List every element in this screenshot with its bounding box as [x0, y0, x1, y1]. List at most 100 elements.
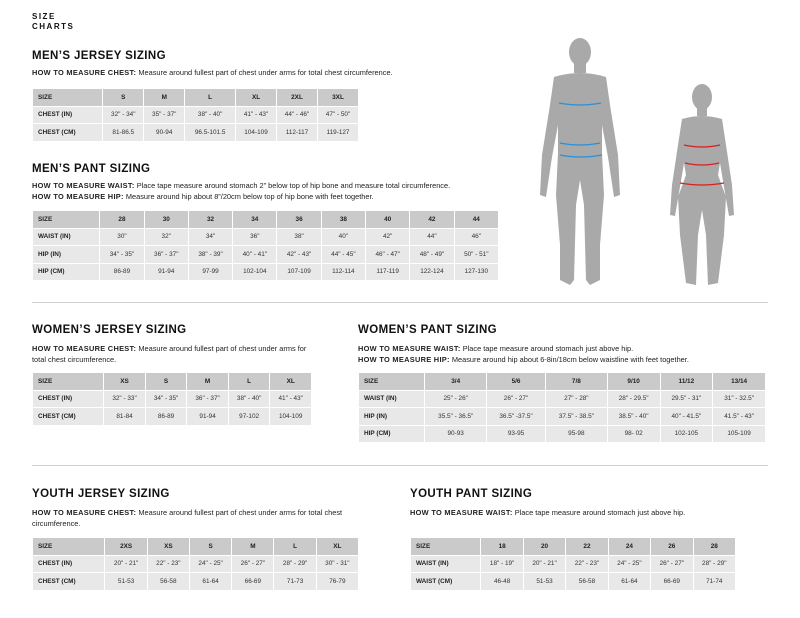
row-label: SIZE [31, 537, 106, 556]
table-cell: 117-119 [365, 262, 411, 281]
table-cell: 36" - 37" [143, 245, 189, 264]
table-cell: XL [269, 372, 312, 391]
table-cell: 20 [522, 537, 567, 556]
table-cell: 22" - 23" [565, 554, 609, 573]
table-cell: L [273, 537, 317, 556]
table-cell: 102-104 [232, 262, 278, 281]
table-header-row: SIZE 18 20 22 24 26 28 [409, 537, 737, 556]
table-cell: 44" [409, 227, 455, 246]
table-cell: XL [315, 537, 360, 556]
table-cell: 44" - 46" [276, 105, 318, 124]
table-row: CHEST (IN) 32" - 34" 35" - 37" 38" - 40" 41"… [31, 105, 360, 124]
table-cell: 41.5" - 43" [712, 407, 766, 426]
table-cell: 38.5" - 40" [606, 407, 661, 426]
table-cell: 71-74 [692, 572, 737, 591]
table-cell: 104-109 [269, 407, 312, 426]
womens-jersey-title: WOMEN’S JERSEY SIZING [32, 324, 187, 336]
table-cell: 51-53 [522, 572, 567, 591]
womens-pant-instructions: HOW TO MEASURE WAIST: Place tape measure… [358, 344, 689, 364]
table-row: CHEST (CM) 81-86.5 90-94 96.5-101.5 104-109 1… [31, 123, 360, 142]
table-cell: 81-84 [103, 407, 146, 426]
table-row: CHEST (IN) 32" - 33" 34" - 35" 36" - 37" 38"… [31, 389, 312, 408]
table-cell: 36 [276, 210, 322, 229]
table-cell: 105-109 [712, 424, 766, 443]
table-cell: 41" - 43" [269, 389, 312, 408]
table-cell: 24" - 25" [607, 554, 652, 573]
table-cell: 30" [99, 227, 145, 246]
table-cell: 38" - 39" [187, 245, 234, 264]
youth-pant-title: YOUTH PANT SIZING [410, 488, 533, 500]
womens-pant-title: WOMEN’S PANT SIZING [358, 324, 497, 336]
table-cell: 71-73 [273, 572, 317, 591]
table-cell: 104-109 [235, 123, 278, 142]
table-cell: 35.5" - 36.5" [424, 407, 488, 426]
mens-jersey-instructions: HOW TO MEASURE CHEST: Measure around ful… [32, 68, 393, 77]
table-cell: 97-99 [187, 262, 234, 281]
table-cell: 56-58 [146, 572, 190, 591]
womens-pant-table: SIZE 3/4 5/6 7/8 9/10 11/12 13/14 WAIST (IN) 25"… [357, 372, 766, 443]
waist-tape [559, 142, 601, 146]
table-cell: 29.5" - 31" [659, 389, 714, 408]
table-cell: S [144, 372, 188, 391]
table-cell: 86-89 [144, 407, 188, 426]
table-header-row: SIZE S M L XL 2XL 3XL [31, 88, 360, 107]
table-cell: 50" - 51" [453, 245, 500, 264]
table-cell: 90-94 [143, 123, 186, 142]
table-cell: 47" - 50" [316, 105, 360, 124]
table-header-row: SIZE XS S M L XL [31, 372, 312, 391]
section-divider [32, 302, 768, 303]
row-label: WAIST (CM) [409, 572, 482, 591]
table-header-row: SIZE 28 30 32 34 36 38 40 42 44 [31, 210, 500, 229]
table-cell: L [227, 372, 271, 391]
table-cell: 44 [453, 210, 500, 229]
body-measurement-figures [540, 38, 734, 285]
row-label: SIZE [31, 372, 105, 391]
table-cell: 98- 02 [606, 424, 661, 443]
table-cell: S [188, 537, 233, 556]
table-row: HIP (CM) 86-89 91-94 97-99 102-104 107-109 112… [31, 262, 500, 281]
table-cell: 51-53 [104, 572, 148, 591]
row-label: SIZE [357, 372, 426, 391]
hip-tape [679, 182, 725, 186]
row-label: SIZE [31, 88, 104, 107]
table-cell: 56-58 [565, 572, 609, 591]
waist-tape [684, 162, 720, 166]
table-row: WAIST (IN) 18" - 19" 20" - 21" 22" - 23" 24"… [409, 554, 737, 573]
table-cell: 42" [365, 227, 411, 246]
table-cell: 25" - 26" [424, 389, 488, 408]
table-cell: 36" [232, 227, 278, 246]
table-cell: 38 [320, 210, 367, 229]
brand-logo: SIZE CHARTS [32, 12, 75, 31]
table-cell: 9/10 [606, 372, 661, 391]
mens-jersey-title: MEN’S JERSEY SIZING [32, 50, 166, 62]
table-cell: 30" - 31" [315, 554, 360, 573]
table-cell: 38" [276, 227, 322, 246]
table-cell: 91-94 [143, 262, 189, 281]
table-cell: 44" - 45" [320, 245, 367, 264]
female-tape-lines [679, 144, 725, 186]
table-cell: 2XL [276, 88, 318, 107]
table-cell: 102-105 [659, 424, 714, 443]
table-cell: 112-114 [320, 262, 367, 281]
row-label: HIP (IN) [31, 245, 101, 264]
table-cell: 90-93 [424, 424, 488, 443]
female-figure [670, 84, 734, 285]
male-figure [540, 38, 620, 285]
table-cell: 66-69 [650, 572, 694, 591]
table-cell: M [143, 88, 186, 107]
table-row: HIP (IN) 35.5" - 36.5" 36.5" -37.5" 37.5" -… [357, 407, 766, 426]
youth-pant-table: SIZE 18 20 22 24 26 28 WAIST (IN) 18" - 19" 20" -… [409, 537, 737, 591]
table-cell: 28" - 29" [692, 554, 737, 573]
table-cell: 28 [99, 210, 145, 229]
table-cell: 37.5" - 38.5" [544, 407, 608, 426]
table-cell: 3/4 [424, 372, 488, 391]
mens-pant-instructions: HOW TO MEASURE WAIST: Place tape measure… [32, 181, 451, 201]
mens-pant-title: MEN’S PANT SIZING [32, 163, 151, 175]
hip-tape [559, 154, 603, 158]
table-cell: 22 [565, 537, 609, 556]
table-cell: 46" - 47" [365, 245, 411, 264]
table-cell: 32" - 34" [102, 105, 145, 124]
table-cell: 48" - 49" [409, 245, 455, 264]
row-label: SIZE [31, 210, 101, 229]
table-row: CHEST (CM) 81-84 86-89 91-94 97-102 104-109 [31, 407, 312, 426]
